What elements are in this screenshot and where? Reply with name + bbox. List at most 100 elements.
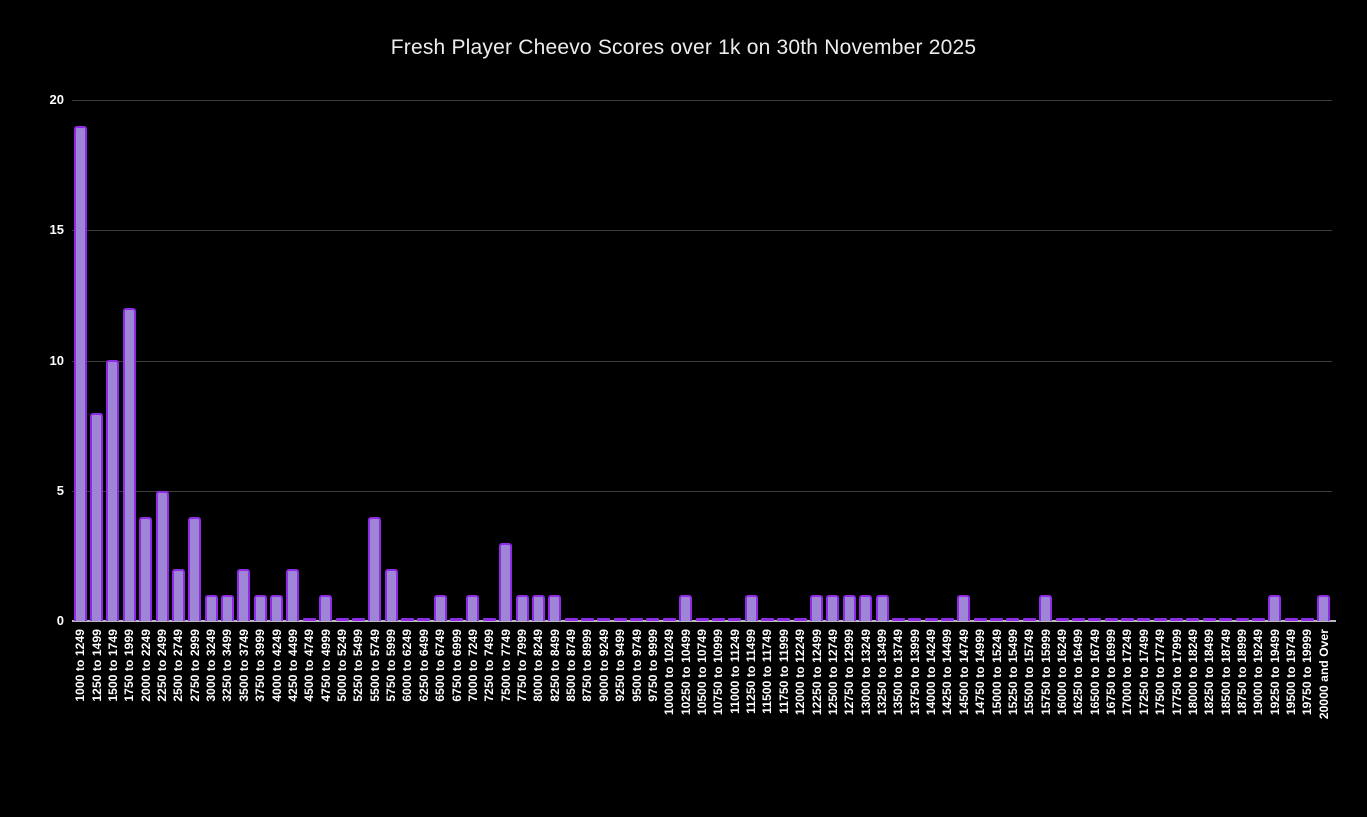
gridline [72,230,1332,232]
x-axis-label: 4750 to 4999 [318,629,333,702]
x-axis-label: 16500 to 16749 [1087,629,1102,716]
x-axis-label: 20000 and Over [1316,629,1331,720]
bar [400,618,414,621]
x-axis-label: 17000 to 17249 [1120,629,1135,716]
x-axis-label: 10750 to 10999 [711,629,726,716]
x-axis-label: 14250 to 14499 [940,629,955,716]
bar [499,543,513,621]
x-axis-label: 12750 to 12999 [842,629,857,716]
x-axis-label: 6250 to 6499 [416,629,431,702]
x-axis-label: 4500 to 4749 [302,629,317,702]
bar [122,308,136,621]
x-axis-label: 12500 to 12749 [825,629,840,716]
x-axis-label: 17500 to 17749 [1153,629,1168,716]
x-axis-label: 3750 to 3999 [253,629,268,702]
x-axis-label: 4000 to 4249 [269,629,284,702]
bar [1071,618,1085,621]
x-axis-label: 19500 to 19749 [1284,629,1299,716]
bar [139,517,153,621]
bar [891,618,905,621]
bar [384,569,398,621]
bar [1039,595,1053,621]
x-axis-label: 9750 to 9999 [645,629,660,702]
bar [613,618,627,621]
bar [859,595,873,621]
x-axis-label: 6750 to 6999 [449,629,464,702]
x-axis-label: 10000 to 10249 [662,629,677,716]
x-axis-label: 13000 to 13249 [858,629,873,716]
bar [1104,618,1118,621]
bar [810,595,824,621]
x-axis-label: 9000 to 9249 [596,629,611,702]
x-axis-label: 8500 to 8749 [564,629,579,702]
bar [106,360,120,621]
x-axis-label: 13750 to 13999 [907,629,922,716]
x-axis-label: 5500 to 5749 [367,629,382,702]
x-axis-label: 10250 to 10499 [678,629,693,716]
x-axis-label: 1750 to 1999 [122,629,137,702]
x-axis-line [72,620,1336,622]
bar [1317,595,1331,621]
bar [368,517,382,621]
x-axis-label: 3250 to 3499 [220,629,235,702]
bar [73,126,87,621]
bar [1300,618,1314,621]
bar [1268,595,1282,621]
bar [1284,618,1298,621]
bar [188,517,202,621]
x-axis-label: 13250 to 13499 [875,629,889,716]
bar [204,595,218,621]
x-axis-label: 14750 to 14999 [973,629,988,716]
bar [302,618,316,621]
x-axis-label: 15000 to 15249 [989,629,1004,716]
x-axis-label: 18500 to 18749 [1218,629,1233,716]
x-axis-label: 13500 to 13749 [891,629,906,716]
bar [990,618,1004,621]
x-axis-label: 2250 to 2499 [155,629,169,702]
bar [433,595,447,621]
x-axis-label: 16750 to 16999 [1104,629,1119,716]
bar [351,618,365,621]
x-axis-label: 12250 to 12499 [809,629,824,716]
bar [760,618,774,621]
gridline [72,490,1332,492]
x-axis-label: 19250 to 19499 [1267,629,1282,716]
x-axis-label: 16250 to 16499 [1071,629,1086,716]
bar [270,595,284,621]
x-axis-label: 9500 to 9749 [629,629,644,702]
x-axis-label: 1500 to 1749 [105,629,120,702]
y-axis-label: 10 [49,352,64,368]
bar [482,618,496,621]
x-axis-label: 17250 to 17499 [1136,629,1151,716]
x-axis-label: 12000 to 12249 [793,629,808,716]
bar [220,595,234,621]
chart-title: Fresh Player Cheevo Scores over 1k on 30… [390,36,977,59]
x-axis-label: 5000 to 5249 [335,629,349,702]
x-axis-label: 19000 to 19249 [1251,629,1266,716]
bar [662,618,676,621]
bar [1022,618,1036,621]
bar [450,618,464,621]
bar [253,595,267,621]
bar [1088,618,1102,621]
x-axis-label: 11000 to 11249 [727,629,742,714]
bar [842,595,856,621]
bar [580,618,594,621]
x-axis-label: 15750 to 15999 [1038,629,1053,716]
x-axis-label: 14500 to 14749 [956,629,971,716]
bar [1170,618,1184,621]
y-axis-label: 0 [56,613,64,628]
x-axis-label: 18000 to 18249 [1185,629,1200,716]
bar [1202,618,1216,621]
bar [957,595,971,621]
x-axis-label: 2000 to 2249 [138,629,153,702]
y-axis-label: 5 [56,482,64,498]
x-axis-label: 7750 to 7999 [515,629,529,702]
x-axis-label: 9250 to 9499 [613,629,628,702]
bar [711,618,725,621]
bar [335,618,349,621]
x-axis-label: 2500 to 2749 [171,629,186,702]
bar [1055,618,1069,621]
y-axis-label: 20 [49,92,64,107]
